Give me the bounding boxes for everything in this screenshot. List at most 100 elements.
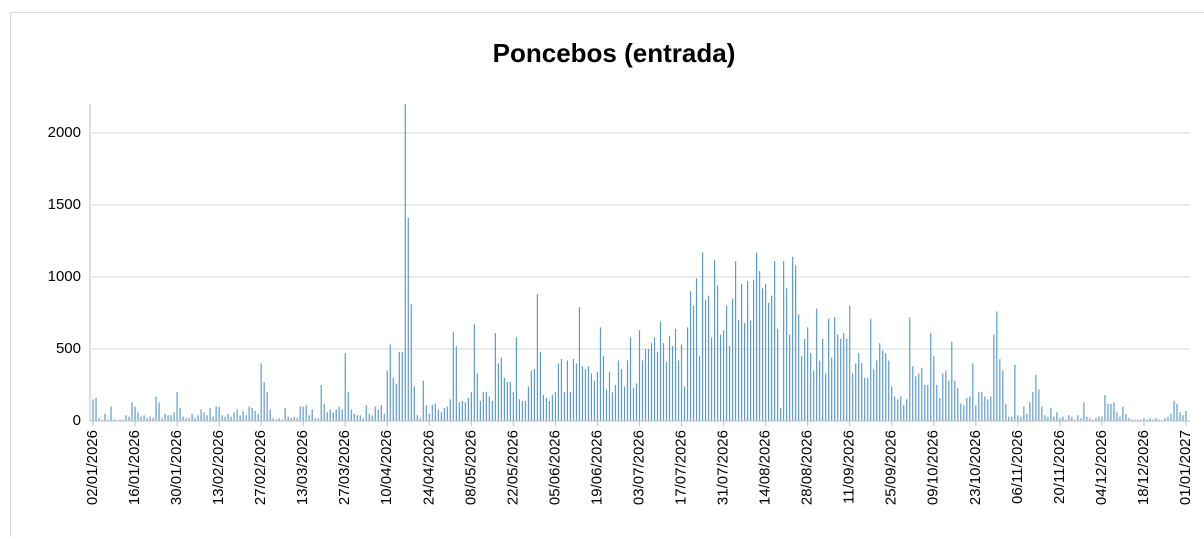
bar	[996, 311, 998, 421]
bar	[389, 344, 391, 421]
bar	[227, 413, 229, 421]
bar	[128, 416, 130, 421]
bar	[185, 418, 187, 421]
bar	[347, 392, 349, 421]
x-tick-label: 18/12/2026	[1135, 430, 1152, 505]
bar	[662, 343, 665, 421]
bar	[927, 384, 929, 421]
bar	[692, 305, 695, 421]
bar	[1038, 389, 1040, 421]
bar	[813, 370, 815, 421]
bar	[473, 324, 475, 421]
bar	[930, 333, 932, 421]
bar	[975, 405, 977, 421]
bar	[464, 402, 466, 421]
y-tick-label: 2000	[48, 124, 81, 141]
bar	[1185, 410, 1187, 421]
x-tick-label: 17/07/2026	[673, 430, 690, 505]
bar	[272, 418, 274, 421]
bar	[689, 291, 692, 421]
bar	[918, 373, 920, 421]
bar	[804, 338, 806, 421]
bar	[1152, 419, 1154, 421]
bar	[861, 363, 863, 421]
x-tick-label: 14/08/2026	[757, 430, 774, 505]
x-tick-label: 19/06/2026	[588, 430, 605, 505]
bar	[587, 366, 590, 421]
bar	[1032, 392, 1034, 421]
bar	[783, 261, 785, 421]
bar	[713, 259, 716, 421]
bar	[683, 386, 686, 421]
bar	[1023, 406, 1025, 421]
bar	[936, 384, 938, 421]
y-tick-label: 0	[73, 412, 81, 429]
bar	[323, 403, 325, 421]
bar	[701, 252, 704, 421]
bar	[870, 318, 872, 421]
bar	[1179, 412, 1181, 421]
bar	[239, 415, 241, 421]
bar	[155, 396, 157, 421]
bar	[1044, 415, 1046, 421]
bar	[656, 351, 659, 421]
bar	[1092, 419, 1094, 421]
bar	[104, 413, 106, 421]
bar	[623, 386, 626, 421]
bar	[716, 285, 719, 421]
bar	[1086, 416, 1088, 421]
bar	[650, 343, 653, 421]
bar	[894, 396, 896, 421]
bar	[425, 405, 427, 421]
x-tick-label: 02/01/2026	[84, 430, 101, 505]
bar	[822, 338, 824, 421]
bar	[969, 396, 971, 421]
bar	[1158, 419, 1160, 421]
x-tick-label: 22/05/2026	[504, 430, 521, 505]
bar	[167, 415, 169, 421]
bar	[1005, 403, 1007, 421]
bar	[960, 403, 962, 421]
bar	[945, 370, 947, 421]
bar	[188, 418, 190, 421]
bar	[368, 413, 370, 421]
chart-title: Poncebos (entrada)	[493, 38, 736, 68]
bar	[780, 408, 782, 421]
bar	[140, 416, 142, 421]
bar	[377, 409, 379, 421]
bar	[734, 261, 737, 421]
bar	[801, 356, 803, 421]
bar	[1113, 402, 1115, 421]
bar	[608, 372, 611, 421]
bar	[888, 360, 890, 421]
bar	[443, 408, 445, 421]
bar	[1011, 416, 1013, 421]
bar	[392, 377, 394, 421]
bar	[1149, 418, 1151, 421]
bar	[125, 415, 127, 421]
bar	[212, 416, 214, 421]
bar	[440, 412, 442, 421]
bar	[635, 383, 638, 421]
bar	[795, 265, 797, 421]
bar	[924, 384, 926, 421]
bar	[314, 418, 316, 421]
bar	[1116, 412, 1118, 421]
bar	[984, 396, 986, 421]
bar	[1125, 413, 1127, 421]
bar	[200, 409, 202, 421]
bar	[416, 415, 418, 421]
bar	[843, 333, 845, 421]
x-tick-label: 09/10/2026	[925, 430, 942, 505]
bar	[798, 314, 800, 421]
bar	[599, 327, 602, 421]
bar	[101, 419, 103, 421]
bar	[819, 360, 821, 421]
bar	[296, 418, 298, 421]
bar	[248, 406, 250, 421]
bar	[269, 409, 271, 421]
bar	[122, 419, 124, 421]
x-tick-label: 10/04/2026	[378, 430, 395, 505]
bar	[494, 333, 496, 421]
bar	[897, 399, 899, 421]
